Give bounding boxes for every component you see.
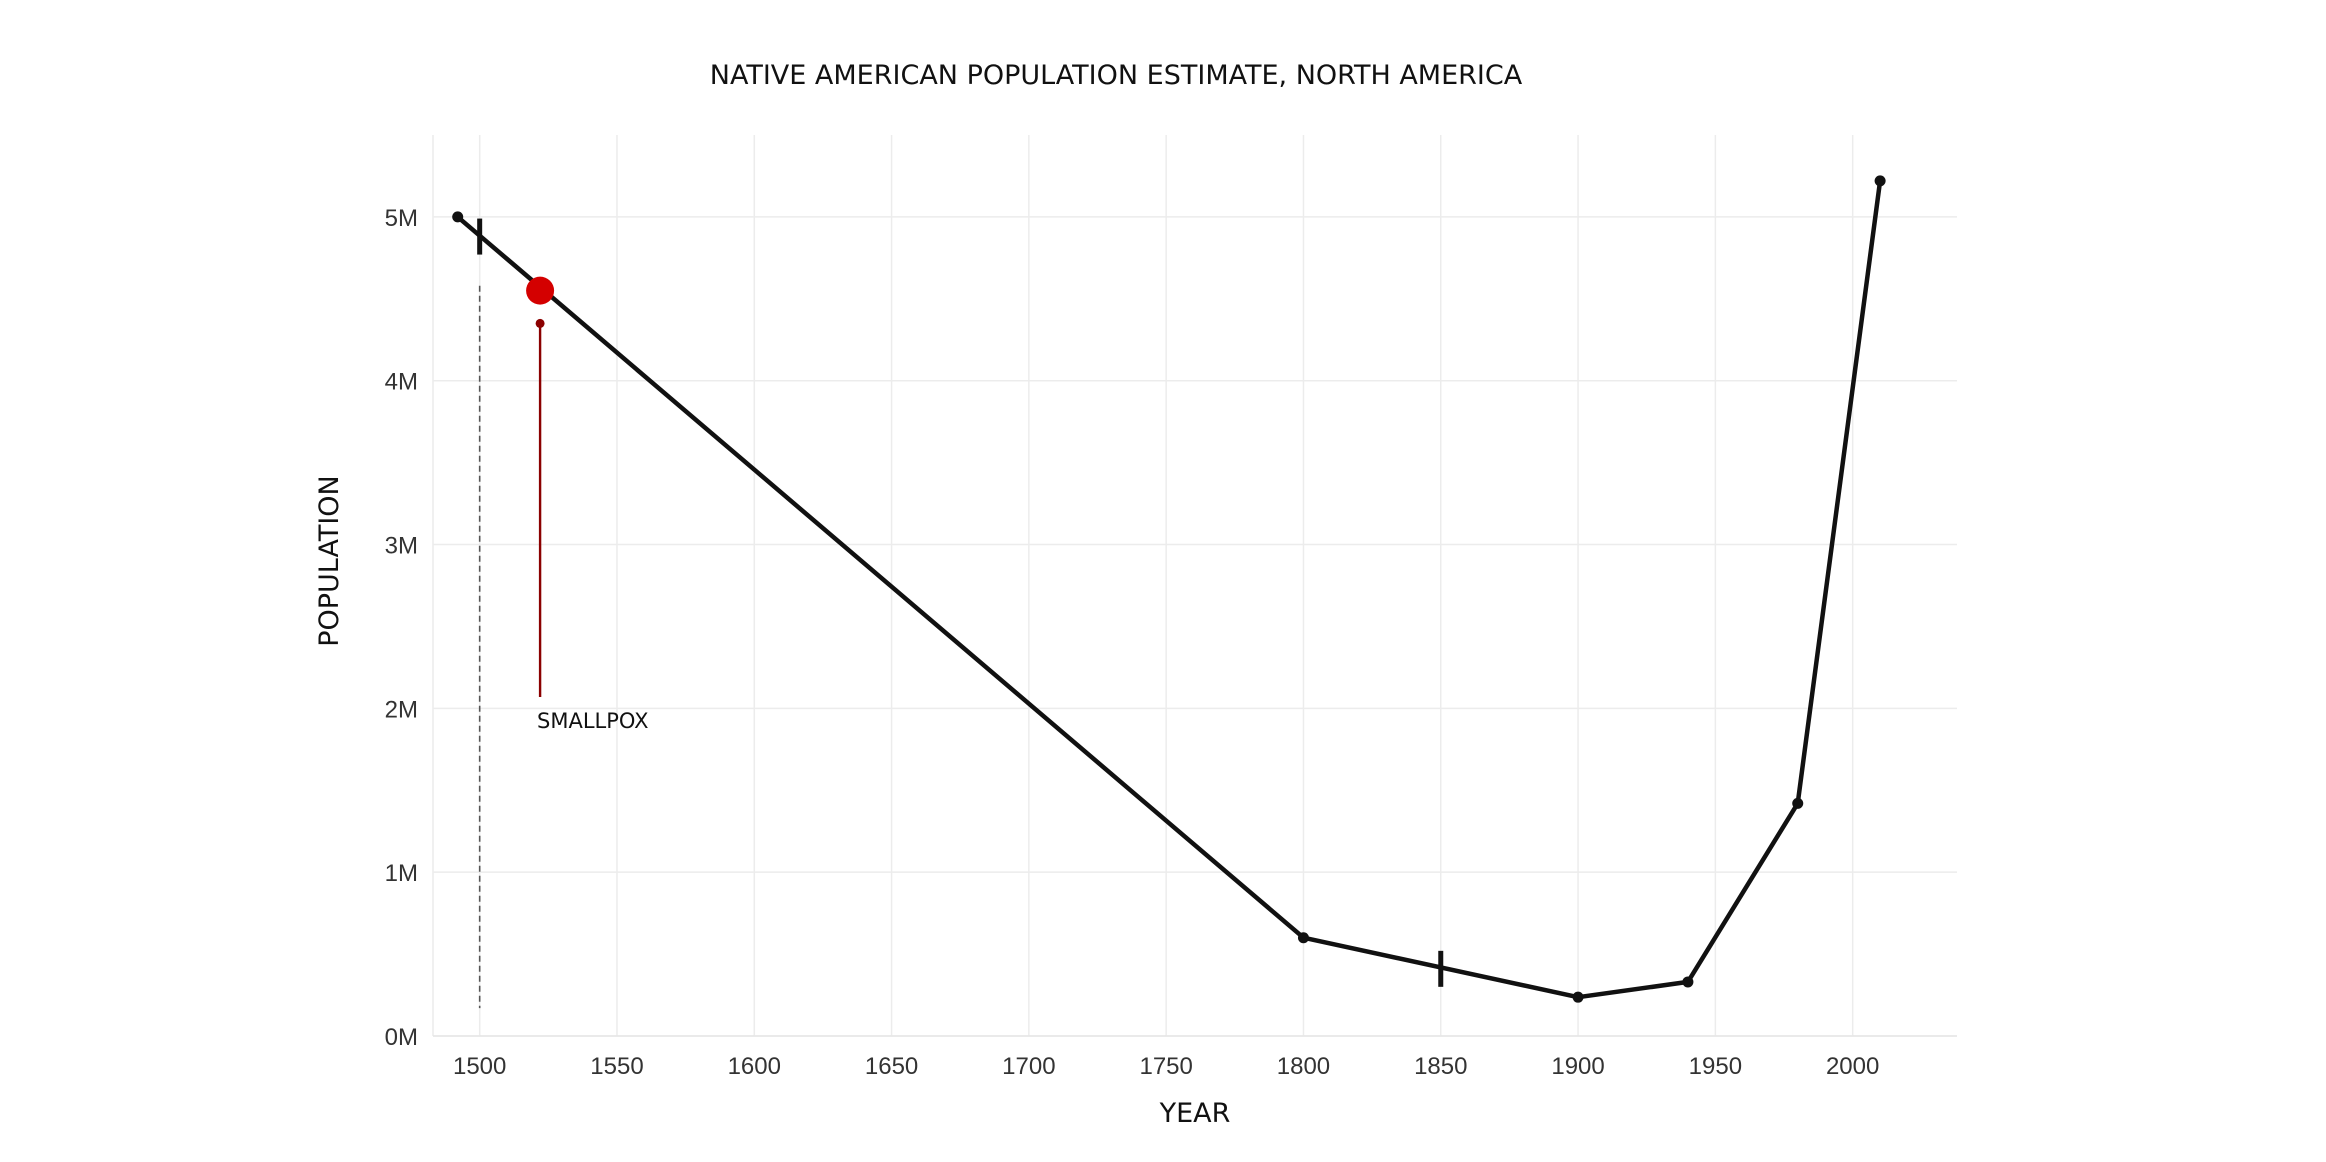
data-point [1572,991,1584,1003]
x-tick-label: 1950 [1689,1053,1742,1080]
annotation-anchor-dot [535,318,545,328]
series-line [455,178,1883,1000]
y-axis-label: POPULATION [314,475,345,647]
tick-label-layer: 1500 1550 1600 1650 1700 1750 1800 1850 1900 1950… [385,205,1880,1080]
data-point [452,211,464,223]
y-tick-label: 1M [385,860,418,887]
annotation-label: SMALLPOX [537,709,648,733]
x-tick-label: 1900 [1551,1053,1604,1080]
x-tick-label: 1750 [1139,1053,1192,1080]
x-tick-label: 1600 [728,1053,781,1080]
y-tick-label: 3M [385,533,418,560]
chart-title: NATIVE AMERICAN POPULATION ESTIMATE, NOR… [710,60,1523,91]
data-point [1682,976,1694,988]
data-point [1874,175,1886,187]
x-tick-label: 2000 [1826,1053,1879,1080]
x-tick-label: 1550 [590,1053,643,1080]
data-point [1792,797,1804,809]
highlight-point [526,276,555,305]
series-layer [452,175,1886,1003]
data-point [1297,932,1309,944]
grid-layer [432,135,1957,1037]
x-tick-label: 1500 [453,1053,506,1080]
y-tick-label: 0M [385,1024,418,1051]
y-tick-label: 2M [385,696,418,723]
x-tick-label: 1850 [1414,1053,1467,1080]
x-tick-label: 1650 [865,1053,918,1080]
y-tick-label: 5M [385,205,418,232]
x-axis-label: YEAR [1159,1098,1231,1129]
y-tick-label: 4M [385,369,418,396]
annotation-layer: SMALLPOX [526,276,648,733]
x-tick-label: 1800 [1277,1053,1330,1080]
x-tick-label: 1700 [1002,1053,1055,1080]
